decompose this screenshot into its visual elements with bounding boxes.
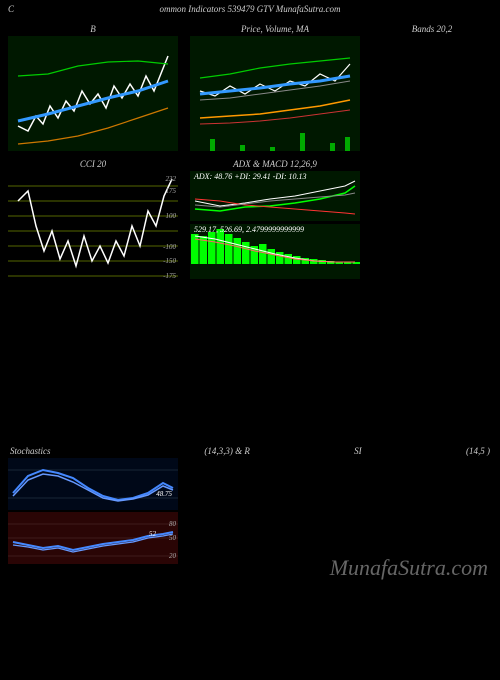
panel-bands-left: B [8,22,178,151]
chart-adx: ADX: 48.76 +DI: 29.41 -DI: 10.13 [190,171,360,221]
row-1: B Price, Volume, MA Bands 20,2 [0,22,500,151]
rsi-tick: 50 [169,534,176,542]
title-rsi-params: (14,5 ) [466,446,490,456]
chart-bands [8,36,178,151]
panel-adx-macd: ADX & MACD 12,26,9 ADX: 48.76 +DI: 29.41… [190,157,360,286]
chart-price-vol [190,36,360,151]
svg-bands [8,36,178,151]
panel-cci: CCI 20 232 175 100 -100 -150 -175 [8,157,178,286]
title-stoch: Stochastics [10,446,100,456]
title-b: B [8,22,178,36]
svg-stoch [8,458,178,510]
header-text: ommon Indicators 539479 GTV MunafaSutra.… [159,4,340,14]
stoch-label: 48.75 [156,490,172,498]
cci-tick: -100 [163,243,176,251]
page-header: C ommon Indicators 539479 GTV MunafaSutr… [0,0,500,18]
cci-tick: -175 [163,272,176,280]
svg-price-vol [190,36,360,151]
row-2: CCI 20 232 175 100 -100 -150 -175 ADX & MACD … [0,157,500,286]
adx-label: ADX: 48.76 +DI: 29.41 -DI: 10.13 [194,172,307,181]
title-stoch-params: (14,3,3) & R [204,446,250,456]
svg-cci [8,171,178,286]
cci-tick: 232 [166,175,177,183]
panel-bands-right: Bands 20,2 [372,22,492,151]
title-bands-right: Bands 20,2 [372,22,492,36]
title-adx-macd: ADX & MACD 12,26,9 [190,157,360,171]
title-rsi: SI [354,446,362,456]
title-cci: CCI 20 [8,157,178,171]
cci-tick: 100 [166,212,177,220]
panel-price-vol: Price, Volume, MA [190,22,360,151]
chart-macd: 529.17, 526.69, 2.4799999999999 [190,224,360,279]
rsi-tick: 80 [169,520,176,528]
macd-label: 529.17, 526.69, 2.4799999999999 [194,225,304,234]
chart-cci: 232 175 100 -100 -150 -175 [8,171,178,286]
svg-rsi [8,512,178,564]
row-3: 48.75 80 50 20 52 [0,458,500,564]
rsi-tick: 20 [169,552,176,560]
chart-rsi: 80 50 20 52 [8,512,178,564]
cci-tick: -150 [163,257,176,265]
row3-titles: Stochastics (14,3,3) & R SI (14,5 ) [0,446,500,456]
chart-stoch: 48.75 [8,458,178,510]
cci-tick: 175 [166,187,177,195]
header-left: C [8,4,14,14]
title-price-vol: Price, Volume, MA [190,22,360,36]
rsi-label: 52 [149,530,156,538]
